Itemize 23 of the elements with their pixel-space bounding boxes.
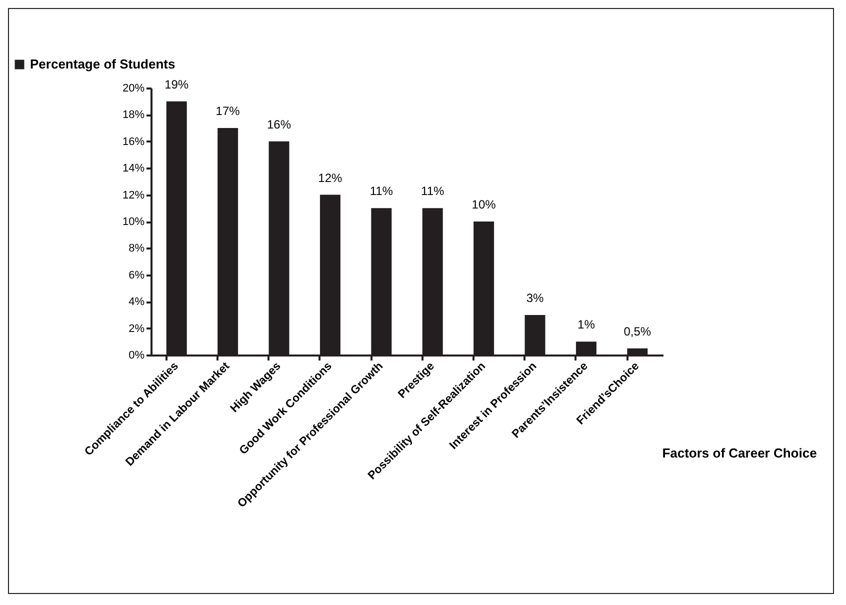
y-tick-label: 4% bbox=[128, 296, 145, 308]
text: 12% bbox=[318, 170, 342, 185]
y-tick-label: 10% bbox=[122, 216, 145, 228]
text: 19% bbox=[164, 77, 189, 92]
text: 17% bbox=[216, 104, 240, 118]
y-tick-label: 0% bbox=[128, 350, 145, 362]
x-axis-title: Factors of Career Choice bbox=[662, 446, 817, 460]
text: 1% bbox=[578, 318, 595, 332]
legend-label: Percentage of Students bbox=[30, 56, 176, 72]
y-tick-label: 16% bbox=[122, 136, 145, 148]
text: 10% bbox=[472, 198, 496, 212]
y-tick-label: 6% bbox=[128, 269, 145, 282]
text: 11% bbox=[421, 184, 444, 198]
y-tick-label: 14% bbox=[122, 162, 145, 175]
text: 0,5% bbox=[624, 324, 652, 338]
text: 11% bbox=[370, 184, 393, 198]
y-tick-label: 18% bbox=[122, 109, 145, 122]
y-tick-label: 2% bbox=[128, 322, 145, 335]
text: 16% bbox=[266, 117, 292, 132]
y-tick-label: 12% bbox=[122, 189, 145, 202]
text: 3% bbox=[526, 290, 544, 305]
y-tick-label: 8% bbox=[128, 242, 145, 255]
y-tick-label: 20% bbox=[122, 82, 145, 94]
